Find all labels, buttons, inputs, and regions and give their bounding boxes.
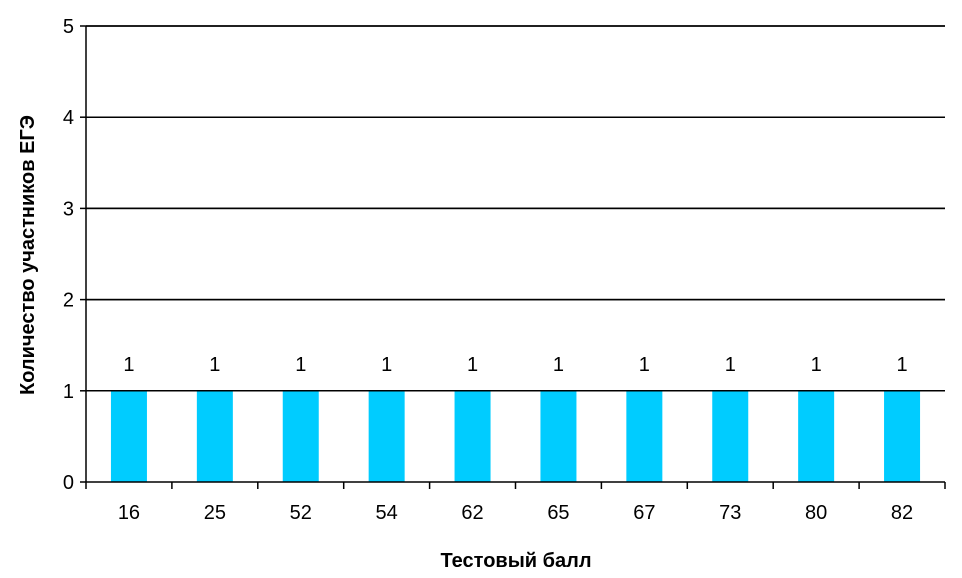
x-tick-label: 73 (719, 502, 741, 524)
bars (110, 390, 921, 482)
x-tick-label: 54 (376, 502, 398, 524)
x-axis-title: Тестовый балл (440, 550, 591, 572)
bar-62 (454, 390, 491, 482)
x-tick-label: 62 (461, 502, 483, 524)
bar-67 (626, 390, 663, 482)
data-label: 1 (123, 354, 134, 376)
x-tick-label: 67 (633, 502, 655, 524)
data-label: 1 (381, 354, 392, 376)
data-label: 1 (295, 354, 306, 376)
x-tick-label: 80 (805, 502, 827, 524)
bar-80 (798, 390, 835, 482)
x-tick-label: 82 (891, 502, 913, 524)
x-tick-label: 65 (547, 502, 569, 524)
axes (80, 25, 946, 489)
x-tick-label: 25 (204, 502, 226, 524)
x-tick-label: 16 (118, 502, 140, 524)
bar-82 (884, 390, 921, 482)
x-tick-label: 52 (290, 502, 312, 524)
bar-25 (196, 390, 233, 482)
bar-54 (368, 390, 405, 482)
data-label: 1 (209, 354, 220, 376)
y-tick-label: 3 (63, 198, 74, 220)
data-label: 1 (811, 354, 822, 376)
y-tick-label: 4 (63, 107, 74, 129)
bar-65 (540, 390, 577, 482)
data-label: 1 (725, 354, 736, 376)
bar-73 (712, 390, 749, 482)
data-label: 1 (553, 354, 564, 376)
labels: 0 1 2 3 4 5 16 25 52 54 62 65 67 73 80 82 1 1 1 1 1 1 1 1 1 1 (63, 16, 913, 524)
bar-16 (110, 390, 147, 482)
bar-52 (282, 390, 319, 482)
y-tick-label: 2 (63, 290, 74, 312)
y-axis-title: Количество участников ЕГЭ (17, 115, 39, 395)
data-label: 1 (639, 354, 650, 376)
data-label: 1 (467, 354, 478, 376)
y-tick-label: 1 (63, 381, 74, 403)
data-label: 1 (896, 354, 907, 376)
y-tick-label: 5 (63, 16, 74, 38)
y-tick-label: 0 (63, 472, 74, 494)
